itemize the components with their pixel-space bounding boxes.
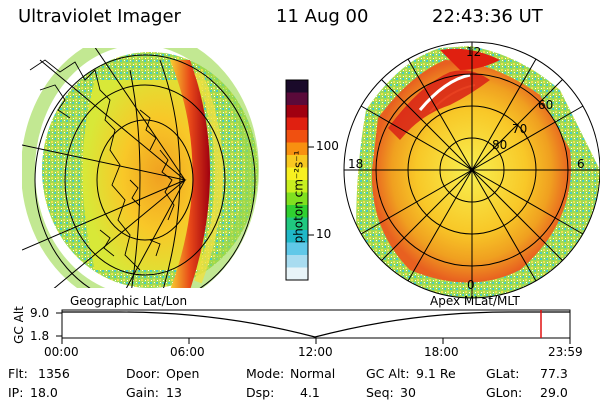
limb-emission <box>170 60 210 288</box>
colorbar-segment <box>286 242 308 256</box>
flt-value: 1356 <box>38 366 70 381</box>
colorbar-label: photon cm⁻²s⁻¹ <box>291 150 306 244</box>
gain-value: 13 <box>166 385 182 400</box>
colorbar-segment <box>286 142 308 156</box>
gain-label: Gain: <box>126 385 159 400</box>
mode-label: Mode: <box>246 366 285 381</box>
x-tick-1800: 18:00 <box>424 345 459 359</box>
colorbar <box>285 79 309 281</box>
polar-hour-6: 6 <box>577 157 585 171</box>
colorbar-tick-10: 10 <box>316 227 332 241</box>
colorbar-segment <box>286 105 308 118</box>
x-tick-1200: 12:00 <box>298 345 333 359</box>
glon-label: GLon: <box>486 385 523 400</box>
seq-label: Seq: <box>366 385 394 400</box>
flt-label: Flt: <box>8 366 28 381</box>
graticule <box>22 48 256 288</box>
left-map-label: Geographic Lat/Lon <box>70 294 188 308</box>
geographic-image <box>22 48 259 288</box>
gcalt-label: GC Alt: <box>366 366 410 381</box>
dsp-label: Dsp: <box>246 385 275 400</box>
colorbar-segment <box>286 180 308 193</box>
colorbar-segment <box>286 155 308 168</box>
altitude-curve <box>62 311 570 338</box>
seq-value: 30 <box>400 385 416 400</box>
polar-hour-18: 18 <box>348 157 364 171</box>
glon-value: 29.0 <box>540 385 568 400</box>
alt-tick-9: 9.0 <box>30 306 50 320</box>
colorbar-segment <box>286 167 308 181</box>
alt-axis-label: GC Alt <box>11 306 26 344</box>
glat-label: GLat: <box>486 366 520 381</box>
colorbar-segment <box>286 92 308 106</box>
colorbar-tick-100: 100 <box>316 139 339 153</box>
colorbar-segment <box>286 192 308 206</box>
x-tick-2359: 23:59 <box>548 345 583 359</box>
polar-lat-80: 80 <box>492 138 508 152</box>
colorbar-segment <box>286 205 308 218</box>
mode-value: Normal <box>290 366 336 381</box>
altitude-strip <box>56 309 571 344</box>
gcalt-value: 9.1 Re <box>416 366 456 381</box>
title: Ultraviolet Imager <box>18 6 181 27</box>
ip-label: IP: <box>8 385 24 400</box>
date: 11 Aug 00 <box>276 6 369 27</box>
polar-plot <box>343 41 600 299</box>
glat-value: 77.3 <box>540 366 568 381</box>
colorbar-segment <box>286 217 308 231</box>
colorbar-segment <box>286 255 308 268</box>
x-tick-0600: 06:00 <box>170 345 205 359</box>
dayside-emission <box>82 80 208 270</box>
polar-plot-label: Apex MLat/MLT <box>430 294 520 308</box>
time: 22:43:36 UT <box>432 6 543 27</box>
colorbar-frame <box>285 79 309 281</box>
colorbar-segment <box>286 230 308 243</box>
polar-grid <box>343 41 600 299</box>
door-value: Open <box>166 366 200 381</box>
polar-hour-12: 12 <box>466 45 482 59</box>
polar-lat-60: 60 <box>538 98 554 112</box>
polar-hour-0: 0 <box>467 278 475 292</box>
alt-tick-1-8: 1.8 <box>30 329 50 343</box>
colorbar-segment <box>286 117 308 131</box>
ip-value: 18.0 <box>30 385 58 400</box>
colorbar-segment <box>286 267 308 281</box>
polar-lat-70: 70 <box>512 122 528 136</box>
door-label: Door: <box>126 366 161 381</box>
dsp-value: 4.1 <box>300 385 320 400</box>
coastline <box>29 59 175 271</box>
x-tick-0000: 00:00 <box>44 345 79 359</box>
colorbar-segment <box>286 130 308 143</box>
colorbar-segment <box>286 80 308 93</box>
